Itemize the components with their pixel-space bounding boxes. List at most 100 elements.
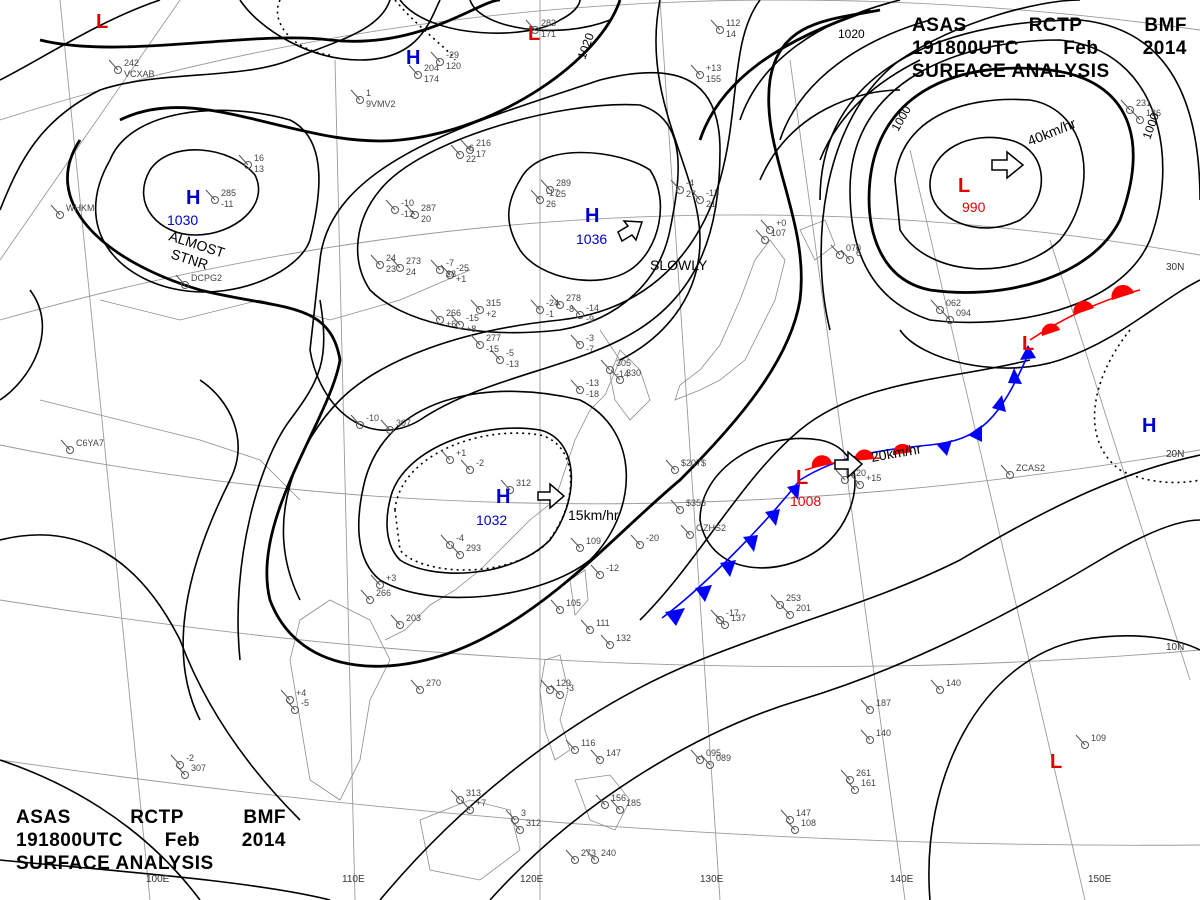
low-motion: 20km/hr bbox=[870, 440, 923, 465]
station-value: VCXAB bbox=[124, 69, 155, 79]
station-value: 116 bbox=[581, 738, 595, 748]
station-marker bbox=[456, 151, 464, 159]
isobar-label: 1020 bbox=[575, 31, 597, 61]
wind-barb bbox=[490, 349, 501, 361]
station-marker bbox=[446, 456, 454, 464]
station-marker bbox=[291, 706, 299, 714]
station-value: 203 bbox=[406, 613, 421, 623]
station-value: -10 bbox=[401, 198, 414, 208]
wind-barb bbox=[450, 314, 461, 326]
station-marker bbox=[436, 58, 444, 66]
station-value: 171 bbox=[541, 29, 556, 39]
station-marker bbox=[546, 186, 554, 194]
station-value: +7 bbox=[476, 798, 486, 808]
station-marker bbox=[456, 551, 464, 559]
header-row: ASAS RCTP BMF bbox=[912, 14, 1187, 37]
station-value: 137 bbox=[731, 613, 746, 623]
latitude-label: 30N bbox=[1166, 262, 1184, 273]
station-marker bbox=[1081, 741, 1089, 749]
station-marker bbox=[546, 686, 554, 694]
longitude-line-110e bbox=[334, 59, 356, 900]
station-value: +6 bbox=[446, 319, 456, 329]
wind-barb bbox=[430, 51, 441, 63]
station-value: -13 bbox=[586, 378, 599, 388]
arrow-icon bbox=[991, 150, 1025, 180]
wind-barb bbox=[530, 299, 541, 311]
coastline-luzon bbox=[539, 654, 571, 761]
header-year: 2014 bbox=[241, 830, 286, 851]
station-value: +3 bbox=[386, 573, 396, 583]
wind-barb bbox=[760, 219, 771, 231]
header-time: 191800UTC bbox=[16, 830, 123, 851]
wind-barb bbox=[405, 204, 416, 216]
wind-barb bbox=[60, 439, 71, 451]
station-marker bbox=[596, 756, 604, 764]
station-value: 253 bbox=[786, 593, 801, 603]
station-value: -18 bbox=[586, 389, 599, 399]
station-value: 129 bbox=[556, 678, 571, 688]
coastline-hokkaido bbox=[799, 219, 836, 261]
station-value: 156 bbox=[611, 793, 626, 803]
wind-barb bbox=[710, 19, 721, 31]
station-marker bbox=[411, 211, 419, 219]
cold-front-pip bbox=[1008, 368, 1022, 384]
station-value: -10 bbox=[366, 413, 379, 423]
station-value: 312 bbox=[516, 478, 531, 488]
wind-barb bbox=[830, 244, 841, 256]
warm-front-bump bbox=[1111, 284, 1134, 300]
wind-barb bbox=[408, 64, 419, 76]
station-marker bbox=[846, 256, 854, 264]
station-marker bbox=[114, 66, 122, 74]
station-marker bbox=[456, 321, 464, 329]
station-value: 062 bbox=[946, 298, 961, 308]
low-letter: L bbox=[958, 175, 970, 197]
station-value: 174 bbox=[424, 74, 439, 84]
station-value: +13 bbox=[706, 63, 721, 73]
wind-barb bbox=[700, 754, 711, 766]
station-value: 147 bbox=[796, 808, 811, 818]
isobar-label: 1000 bbox=[888, 103, 914, 133]
wind-barb bbox=[845, 779, 856, 791]
station-marker bbox=[536, 306, 544, 314]
header-agency: ASAS bbox=[16, 807, 71, 828]
map-header-bottom: ASAS RCTP BMF 191800UTC Feb 2014 SURFACE… bbox=[16, 806, 286, 875]
station-value: 242 bbox=[124, 58, 139, 68]
station-marker bbox=[706, 761, 714, 769]
station-value: 094 bbox=[956, 308, 971, 318]
isobar-thin-3 bbox=[182, 379, 239, 721]
wind-barb bbox=[540, 179, 551, 191]
station-marker bbox=[576, 341, 584, 349]
isobar-thin-2 bbox=[237, 299, 325, 661]
wind-barb bbox=[525, 19, 536, 31]
station-marker bbox=[851, 786, 859, 794]
isobar-east-low-ring bbox=[899, 279, 1200, 369]
coastline-japan bbox=[674, 239, 786, 401]
latitude-label: 10N bbox=[1166, 642, 1184, 653]
isobar-1020-ring bbox=[119, 0, 622, 143]
station-marker bbox=[601, 801, 609, 809]
arrow-icon bbox=[834, 450, 864, 479]
station-value: 273 bbox=[406, 256, 421, 266]
isobar-north-3 bbox=[469, 0, 611, 32]
station-value: 147 bbox=[606, 748, 621, 758]
station-marker bbox=[356, 96, 364, 104]
station-value: 187 bbox=[876, 698, 891, 708]
station-marker bbox=[716, 26, 724, 34]
header-row: SURFACE ANALYSIS bbox=[912, 60, 1187, 83]
station-marker bbox=[356, 421, 364, 429]
wind-barb bbox=[570, 379, 581, 391]
station-marker bbox=[671, 466, 679, 474]
station-marker bbox=[396, 264, 404, 272]
isobar-south-high-outer bbox=[357, 390, 628, 599]
cold-front-pip bbox=[1020, 345, 1036, 360]
station-marker bbox=[496, 356, 504, 364]
high-motion: SLOWLY bbox=[650, 257, 708, 273]
station-value: 220 bbox=[851, 468, 866, 478]
wind-barb bbox=[170, 754, 181, 766]
wind-barb bbox=[238, 154, 249, 166]
wind-barb bbox=[500, 479, 511, 491]
station-value: 278 bbox=[566, 293, 581, 303]
station-value: -29 bbox=[446, 50, 459, 60]
wind-barb bbox=[450, 789, 461, 801]
